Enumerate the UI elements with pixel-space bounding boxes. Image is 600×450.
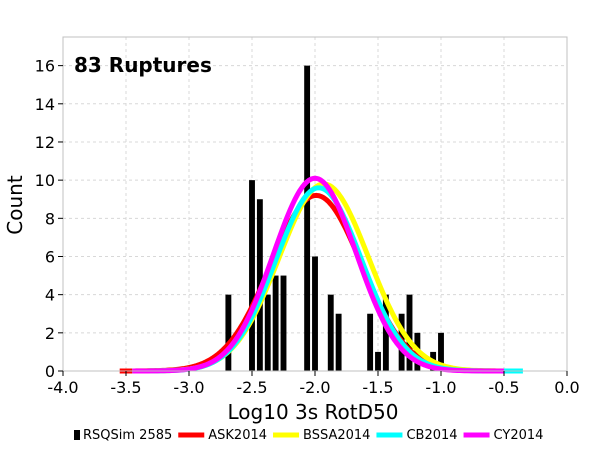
y-tick-label: 12: [35, 133, 55, 152]
histogram-bar: [367, 313, 374, 371]
legend-label: CB2014: [406, 428, 457, 443]
histogram-bar: [335, 313, 342, 371]
legend-label: BSSA2014: [303, 428, 370, 443]
y-tick-label: 6: [45, 247, 55, 266]
legend-label: RSQSim 2585: [83, 428, 172, 443]
x-tick-label: -1.0: [425, 378, 456, 397]
histogram-bar: [280, 275, 287, 371]
distribution-curves: [119, 175, 523, 374]
histogram-bar: [249, 180, 255, 371]
histogram-bar: [312, 256, 318, 371]
histogram-bar: [375, 351, 381, 371]
legend: RSQSim 2585 ASK2014 BSSA2014 CB2014 CY2014: [74, 428, 543, 443]
chart-annotation: 83 Ruptures: [74, 53, 212, 77]
y-tick-label: 0: [45, 362, 55, 381]
x-tick-label: -0.5: [488, 378, 519, 397]
y-tick-label: 2: [45, 324, 55, 343]
x-tick-label: 0.0: [554, 378, 579, 397]
histogram-bar: [327, 294, 334, 371]
y-axis-title: Count: [3, 175, 27, 235]
series-curve-cy2014: [132, 175, 505, 374]
x-tick-label: -2.0: [299, 378, 330, 397]
y-tick-label: 4: [45, 286, 55, 305]
y-tick-label: 10: [35, 171, 55, 190]
histogram-bar: [264, 294, 271, 371]
y-tick-label: 14: [35, 95, 55, 114]
histogram-bar: [438, 332, 444, 371]
x-tick-label: -3.5: [110, 378, 141, 397]
y-tick-label: 16: [35, 57, 55, 76]
legend-label: CY2014: [494, 428, 544, 443]
histogram-bar: [225, 294, 232, 371]
x-axis-title: Log10 3s RotD50: [228, 400, 399, 424]
series-curve-bssa2014: [132, 181, 505, 374]
legend-swatch-histogram: [74, 430, 80, 440]
histogram-bar: [406, 294, 413, 371]
series-curve-ask2014: [119, 192, 505, 374]
x-axis-ticks: -4.0 -3.5 -3.0 -2.5 -2.0 -1.5 -1.0 -0.5 0.0: [47, 371, 580, 397]
x-tick-label: -4.0: [47, 378, 78, 397]
x-tick-label: -1.5: [362, 378, 393, 397]
histogram-bar: [304, 65, 311, 371]
series-curve-cb2014: [132, 185, 523, 374]
x-tick-label: -2.5: [236, 378, 267, 397]
y-tick-label: 8: [45, 209, 55, 228]
x-tick-label: -3.0: [173, 378, 204, 397]
histogram-bar: [272, 275, 279, 371]
histogram-bar: [382, 294, 389, 371]
y-axis-ticks: 0 2 4 6 8 10 12 14 16: [35, 57, 63, 381]
legend-label: ASK2014: [208, 428, 267, 443]
